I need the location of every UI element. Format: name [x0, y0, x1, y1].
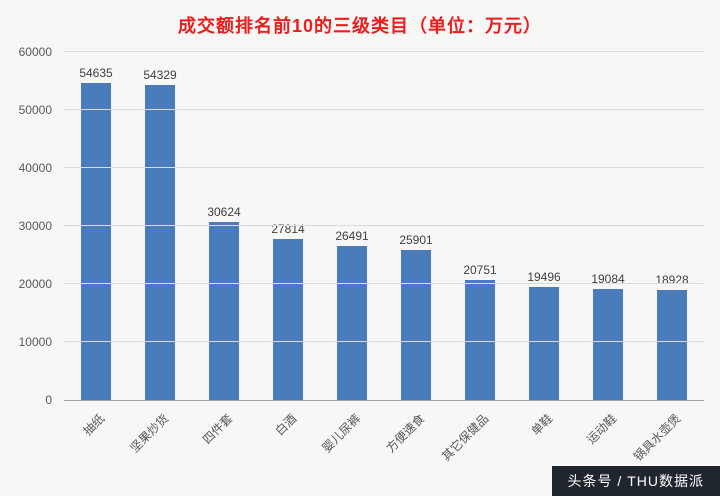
- y-tick-label: 50000: [18, 103, 52, 117]
- gridline: [64, 283, 704, 284]
- bar: [465, 279, 495, 400]
- chart-title: 成交额排名前10的三级类目（单位：万元）: [177, 16, 543, 36]
- x-category-label: 婴儿尿裤: [319, 411, 364, 456]
- x-category-label: 单鞋: [528, 411, 556, 439]
- bar-column: 19084: [576, 52, 640, 400]
- bar-value-label: 18928: [655, 273, 689, 288]
- bar-column: 27814: [256, 52, 320, 400]
- bar-column: 18928: [640, 52, 704, 400]
- bar: [145, 84, 175, 400]
- bar: [81, 83, 111, 400]
- bar: [657, 290, 687, 400]
- plot-area: 54635 54329 30624 27814 26491 25901 20751 19496…: [64, 51, 704, 401]
- bar: [401, 249, 431, 400]
- bar-column: 25901: [384, 52, 448, 400]
- y-tick-label: 60000: [18, 45, 52, 59]
- x-category-label: 白酒: [272, 411, 300, 439]
- bar-column: 26491: [320, 52, 384, 400]
- x-category-cell: 坚果炒货: [127, 404, 192, 482]
- bar-column: 20751: [448, 52, 512, 400]
- bar-column: 19496: [512, 52, 576, 400]
- bar-column: 54635: [64, 52, 128, 400]
- y-tick-label: 0: [45, 393, 52, 407]
- bar: [209, 222, 239, 400]
- bar-value-label: 19084: [591, 272, 625, 287]
- bar-value-label: 27814: [271, 221, 305, 236]
- gridline: [64, 51, 704, 52]
- gridline: [64, 225, 704, 226]
- bar: [337, 246, 367, 400]
- y-tick-label: 40000: [18, 161, 52, 175]
- x-category-label: 运动鞋: [583, 411, 620, 447]
- bar-value-label: 54329: [143, 67, 177, 82]
- x-category-label: 方便速食: [383, 411, 428, 456]
- x-category-cell: 白酒: [256, 404, 320, 482]
- bar-value-label: 19496: [527, 269, 561, 284]
- watermark-badge: 头条号 / THU数据派: [551, 466, 720, 496]
- y-tick-label: 10000: [18, 335, 52, 349]
- bar-value-label: 30624: [207, 205, 241, 220]
- bar-value-label: 20751: [463, 262, 497, 277]
- bar-column: 54329: [128, 52, 192, 400]
- bar-value-label: 54635: [79, 66, 113, 81]
- bars-container: 54635 54329 30624 27814 26491 25901 20751 19496…: [64, 52, 704, 400]
- x-category-cell: 四件套: [192, 404, 256, 482]
- x-category-cell: 其它保健品: [439, 404, 512, 482]
- gridline: [64, 167, 704, 168]
- bar: [529, 286, 559, 400]
- bar: [273, 238, 303, 400]
- y-tick-label: 20000: [18, 277, 52, 291]
- bar-value-label: 25901: [399, 232, 433, 247]
- y-tick-label: 30000: [18, 219, 52, 233]
- x-category-label: 抽纸: [80, 411, 108, 439]
- y-axis: 0 10000 20000 30000 40000 50000 60000: [0, 45, 58, 407]
- gridline: [64, 109, 704, 110]
- bar-value-label: 26491: [335, 229, 369, 244]
- gridline: [64, 341, 704, 342]
- x-category-label: 四件套: [199, 411, 236, 447]
- x-category-cell: 抽纸: [64, 404, 128, 482]
- x-category-cell: 婴儿尿裤: [319, 404, 384, 482]
- x-category-cell: 方便速食: [383, 404, 448, 482]
- bar-column: 30624: [192, 52, 256, 400]
- bar: [593, 289, 623, 400]
- x-category-label: 坚果炒货: [127, 411, 172, 456]
